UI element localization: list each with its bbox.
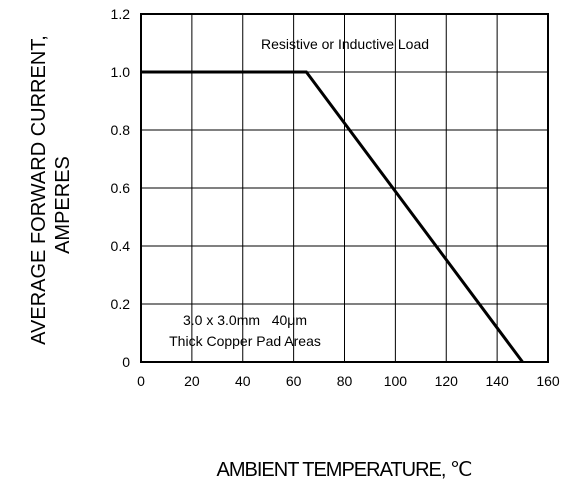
y-tick-label: 0.8	[111, 122, 131, 138]
y-tick-label: 0.6	[111, 180, 131, 196]
x-tick-label: 0	[137, 373, 145, 389]
y-tick-label: 1.2	[111, 6, 131, 22]
x-tick-label: 140	[485, 373, 509, 389]
x-tick-label: 60	[286, 373, 302, 389]
y-tick-label: 0	[122, 354, 130, 370]
x-tick-label: 80	[337, 373, 353, 389]
y-tick-label: 0.4	[111, 238, 131, 254]
y-tick-label: 0.2	[111, 296, 131, 312]
x-axis-title: AMBIENT TEMPERATURE, ℃	[217, 459, 472, 481]
x-tick-label: 100	[384, 373, 408, 389]
annotation-pad-size: 3.0 x 3.0mm 40μm	[183, 312, 307, 328]
chart-grid	[141, 14, 548, 362]
x-tick-label: 40	[235, 373, 251, 389]
series-line	[141, 70, 524, 363]
y-tick-label: 1.0	[111, 64, 131, 80]
annotation-load-type: Resistive or Inductive Load	[261, 36, 429, 52]
plot-frame	[140, 13, 549, 363]
y-tick-labels: 0 0.2 0.4 0.6 0.8 1.0 1.2	[111, 6, 131, 370]
y-axis-title-line2: AMPERES	[52, 156, 74, 254]
y-axis-title-line1: AVERAGE FORWARD CURRENT,	[28, 35, 50, 345]
x-tick-label: 120	[435, 373, 459, 389]
x-tick-labels: 0 20 40 60 80 100 120 140 160	[137, 373, 560, 389]
annotation-pad-desc: Thick Copper Pad Areas	[169, 333, 321, 349]
x-tick-label: 160	[536, 373, 560, 389]
x-tick-label: 20	[184, 373, 200, 389]
